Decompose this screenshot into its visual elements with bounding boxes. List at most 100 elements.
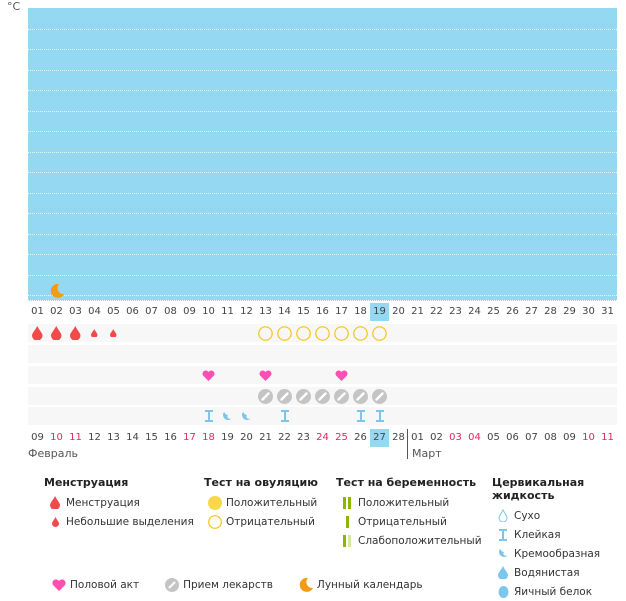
date-cell[interactable]: 04 <box>88 306 101 317</box>
date-cell[interactable]: 22 <box>278 432 291 443</box>
watery-drop-icon <box>492 566 514 579</box>
date-cell[interactable]: 06 <box>126 306 139 317</box>
date-cell[interactable]: 20 <box>392 306 405 317</box>
heart-icon <box>199 366 218 384</box>
gridline <box>28 90 617 91</box>
row-pregnancy-test[interactable] <box>28 345 617 363</box>
row-mucus[interactable] <box>28 407 617 425</box>
temperature-unit: °C <box>7 0 21 13</box>
date-cell[interactable]: 11 <box>601 432 614 443</box>
date-cell[interactable]: 10 <box>50 432 63 443</box>
date-cell[interactable]: 14 <box>126 432 139 443</box>
date-cell[interactable]: 30 <box>582 306 595 317</box>
date-cell[interactable]: 06 <box>506 432 519 443</box>
date-cell[interactable]: 10 <box>582 432 595 443</box>
date-cell[interactable]: 28 <box>544 306 557 317</box>
two-lines-icon <box>336 496 358 509</box>
date-cell[interactable]: 08 <box>544 432 557 443</box>
pill-icon <box>161 578 183 592</box>
date-cell[interactable]: 21 <box>411 306 424 317</box>
date-cell[interactable]: 09 <box>563 432 576 443</box>
date-cell[interactable]: 13 <box>259 306 272 317</box>
date-cell[interactable]: 04 <box>468 432 481 443</box>
date-cell[interactable]: 31 <box>601 306 614 317</box>
date-cell[interactable]: 12 <box>240 306 253 317</box>
date-cell[interactable]: 11 <box>69 432 82 443</box>
date-cell[interactable]: 18 <box>354 306 367 317</box>
date-cell[interactable]: 17 <box>335 306 348 317</box>
gridline <box>28 254 617 255</box>
date-cell[interactable]: 21 <box>259 432 272 443</box>
date-cell[interactable]: 03 <box>449 432 462 443</box>
date-cell[interactable]: 01 <box>411 432 424 443</box>
date-cell[interactable]: 14 <box>278 306 291 317</box>
small-drop-icon <box>85 324 104 342</box>
date-cell[interactable]: 26 <box>506 306 519 317</box>
month-separator <box>407 429 408 459</box>
date-cell[interactable]: 08 <box>164 306 177 317</box>
pill-icon <box>256 387 275 405</box>
date-cell[interactable]: 27 <box>525 306 538 317</box>
date-cell[interactable]: 07 <box>525 432 538 443</box>
legend-label: Положительный <box>226 496 318 509</box>
gridline <box>28 233 617 235</box>
date-cell[interactable]: 03 <box>69 306 82 317</box>
date-cell[interactable]: 02 <box>430 432 443 443</box>
creamy-mucus-icon <box>218 407 237 425</box>
date-cell[interactable]: 15 <box>297 306 310 317</box>
date-cell[interactable]: 20 <box>240 432 253 443</box>
legend-label: Прием лекарств <box>183 579 273 591</box>
date-cell[interactable]: 09 <box>183 306 196 317</box>
legend-title: Цервикальная жидкость <box>492 476 585 502</box>
creamy-mucus-icon <box>237 407 256 425</box>
date-cell[interactable]: 23 <box>297 432 310 443</box>
drop-icon <box>47 324 66 342</box>
sticky-mucus-icon <box>199 407 218 425</box>
date-cell[interactable]: 18 <box>202 432 215 443</box>
date-cell[interactable]: 16 <box>164 432 177 443</box>
row-sex[interactable] <box>28 366 617 384</box>
date-cell[interactable]: 19 <box>221 432 234 443</box>
date-cell[interactable]: 01 <box>31 306 44 317</box>
date-cell[interactable]: 05 <box>107 306 120 317</box>
sticky-icon <box>492 528 514 541</box>
gridline <box>28 28 617 30</box>
date-cell[interactable]: 17 <box>183 432 196 443</box>
legend-title: Менструация <box>44 476 129 489</box>
temperature-chart[interactable] <box>28 8 617 301</box>
date-cell[interactable]: 09 <box>31 432 44 443</box>
row-menstruation[interactable] <box>28 324 617 342</box>
legend-label: Клейкая <box>514 528 561 541</box>
date-cell[interactable]: 10 <box>202 306 215 317</box>
date-cell[interactable]: 16 <box>316 306 329 317</box>
date-cell[interactable]: 28 <box>392 432 405 443</box>
date-cell[interactable]: 13 <box>107 432 120 443</box>
date-cell[interactable]: 05 <box>487 432 500 443</box>
gridline <box>28 295 617 296</box>
date-cell[interactable]: 23 <box>449 306 462 317</box>
legend-pregnancy: Тест на беременность Положительный Отриц… <box>336 476 482 550</box>
date-cell[interactable]: 11 <box>221 306 234 317</box>
date-cell[interactable]: 02 <box>50 306 63 317</box>
legend-label: Яичный белок <box>514 585 593 598</box>
dry-drop-icon <box>492 509 514 522</box>
legend-menstruation: Менструация Менструация Небольшие выделе… <box>44 476 194 531</box>
legend-label: Небольшие выделения <box>66 515 194 528</box>
date-cell[interactable]: 25 <box>335 432 348 443</box>
date-cell[interactable]: 29 <box>563 306 576 317</box>
date-cell[interactable]: 12 <box>88 432 101 443</box>
legend-label: Положительный <box>358 496 450 509</box>
pill-icon <box>370 387 389 405</box>
creamy-icon <box>492 548 514 559</box>
date-cell[interactable]: 24 <box>468 306 481 317</box>
date-cell[interactable]: 26 <box>354 432 367 443</box>
date-cell[interactable]: 22 <box>430 306 443 317</box>
date-cell[interactable]: 15 <box>145 432 158 443</box>
date-cell[interactable]: 27 <box>370 429 389 447</box>
date-cell[interactable]: 07 <box>145 306 158 317</box>
date-cell[interactable]: 24 <box>316 432 329 443</box>
ovulation-circle-icon <box>256 324 275 342</box>
date-cell[interactable]: 25 <box>487 306 500 317</box>
date-cell[interactable]: 19 <box>370 303 389 321</box>
ovulation-circle-icon <box>370 324 389 342</box>
